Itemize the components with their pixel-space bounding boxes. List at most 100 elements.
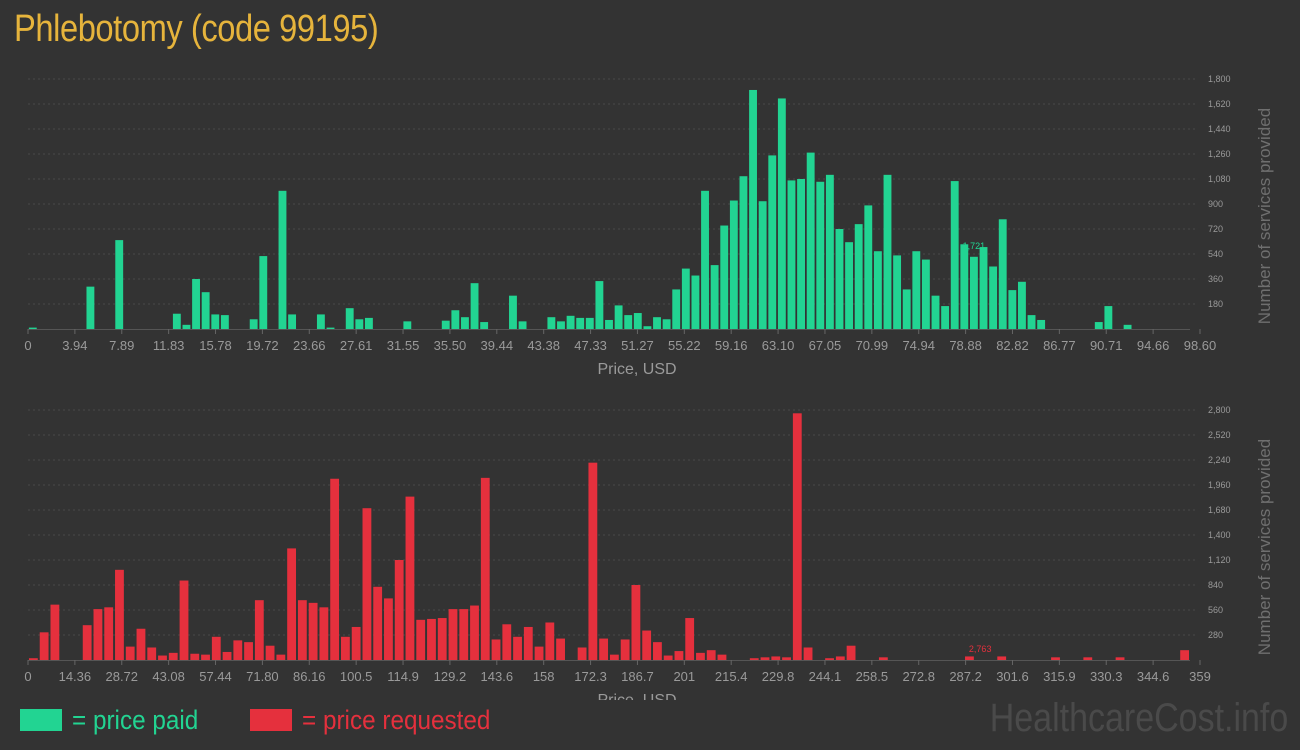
bar <box>624 315 633 329</box>
page-title: Phlebotomy (code 99195) <box>14 8 379 50</box>
bar <box>244 642 253 660</box>
bar <box>662 319 671 329</box>
y-tick-labels: 280 560 840 1,120 1,400 1,680 1,960 2,240 2,520 2… <box>1208 405 1231 640</box>
y-tick-label: 1,400 <box>1208 530 1231 540</box>
bar <box>172 313 181 329</box>
max-value-label: 1,721 <box>963 241 986 251</box>
bar <box>835 229 844 329</box>
y-tick-label: 1,960 <box>1208 480 1231 490</box>
bars <box>28 413 1190 660</box>
x-tick-label: 86.77 <box>1043 338 1076 353</box>
bar <box>104 607 114 660</box>
bar <box>749 658 759 660</box>
x-tick-label: 23.66 <box>293 338 326 353</box>
bar <box>93 609 103 660</box>
x-tick-label: 3.94 <box>62 338 87 353</box>
bar <box>547 317 556 329</box>
x-tick-label: 82.82 <box>996 338 1029 353</box>
bar <box>340 636 350 660</box>
bar <box>825 658 834 660</box>
bar <box>653 317 661 329</box>
y-tick-label: 540 <box>1208 249 1223 259</box>
bar <box>50 604 60 660</box>
bar <box>556 638 565 660</box>
bar <box>233 640 243 660</box>
x-tick-label: 186.7 <box>621 669 654 684</box>
bars <box>28 89 1132 329</box>
bar <box>534 646 544 660</box>
y-tick-label: 1,680 <box>1208 505 1231 515</box>
bar <box>777 98 786 329</box>
y-tick-label: 1,260 <box>1208 149 1231 159</box>
bar <box>599 638 609 660</box>
x-tick-label: 78.88 <box>949 338 982 353</box>
x-tick-label: 55.22 <box>668 338 701 353</box>
charts-canvas: 0 3.94 7.89 11.83 15.78 19.72 23.66 27.61 31.55 3… <box>24 74 1274 700</box>
bar <box>792 413 802 660</box>
bar <box>969 256 978 329</box>
bar <box>701 190 709 329</box>
bar <box>633 313 642 329</box>
bar <box>287 548 297 660</box>
x-tick-label: 315.9 <box>1043 669 1076 684</box>
max-value-label: 2,763 <box>969 644 992 654</box>
bar <box>147 647 157 660</box>
bar <box>1180 650 1190 660</box>
bar <box>480 322 489 329</box>
bar <box>931 295 940 329</box>
bar <box>846 645 856 660</box>
bar <box>211 314 220 329</box>
bar <box>28 327 37 329</box>
bar <box>912 251 921 329</box>
bar <box>782 657 791 660</box>
bar <box>222 651 232 660</box>
bar <box>405 496 415 660</box>
y-tick-label: 840 <box>1208 580 1223 590</box>
x-tick-label: 11.83 <box>153 338 185 353</box>
bar <box>749 89 757 329</box>
bar <box>595 281 604 329</box>
bar <box>416 619 426 660</box>
bar <box>168 652 178 660</box>
bar <box>1104 306 1113 329</box>
bar <box>448 609 458 660</box>
x-tick-label: 59.16 <box>715 338 748 353</box>
bar <box>355 319 364 329</box>
bar <box>82 625 92 660</box>
x-axis-label: Price, USD <box>597 361 676 378</box>
bar <box>158 655 167 660</box>
legend-label-paid: = price paid <box>72 704 199 735</box>
x-tick-label: 14.36 <box>59 669 92 684</box>
x-tick-labels: 0 3.94 7.89 11.83 15.78 19.72 23.66 27.61 31.55 3… <box>24 329 1216 353</box>
bar <box>461 317 469 329</box>
y-tick-label: 1,440 <box>1208 124 1231 134</box>
x-tick-label: 63.10 <box>762 338 795 353</box>
bar <box>1115 657 1125 660</box>
bar <box>125 646 135 660</box>
x-tick-label: 28.72 <box>105 669 138 684</box>
x-tick-label: 0 <box>24 338 31 353</box>
bar <box>771 656 781 660</box>
bar <box>115 569 124 660</box>
x-tick-label: 67.05 <box>809 338 842 353</box>
bar <box>902 289 911 329</box>
legend-swatch-paid <box>20 709 62 731</box>
bar <box>998 219 1007 329</box>
bar <box>717 654 727 660</box>
x-tick-label: 94.66 <box>1137 338 1170 353</box>
x-tick-label: 43.08 <box>152 669 185 684</box>
x-tick-label: 158 <box>533 669 555 684</box>
bar <box>691 275 700 329</box>
bar <box>297 600 307 660</box>
bar <box>316 314 325 329</box>
bar <box>265 645 275 660</box>
y-tick-label: 720 <box>1208 224 1223 234</box>
x-tick-label: 19.72 <box>246 338 279 353</box>
x-tick-label: 90.71 <box>1090 338 1123 353</box>
bar <box>518 321 527 329</box>
bar <box>873 251 882 329</box>
bar <box>254 600 264 660</box>
x-tick-label: 215.4 <box>715 669 748 684</box>
x-tick-label: 7.89 <box>109 338 134 353</box>
x-tick-label: 344.6 <box>1137 669 1170 684</box>
